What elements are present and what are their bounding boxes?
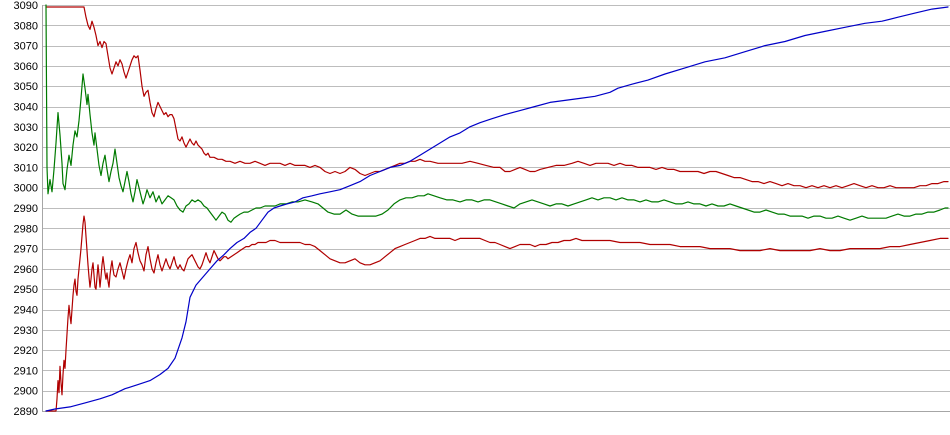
y-tick-label: 3050 (14, 81, 38, 93)
y-tick-label: 3070 (14, 41, 38, 53)
gridlines (42, 5, 950, 412)
y-tick-label: 3030 (14, 122, 38, 134)
y-tick-label: 2940 (14, 305, 38, 317)
y-tick-label: 3040 (14, 102, 38, 114)
y-tick-label: 2990 (14, 203, 38, 215)
y-tick-label: 2970 (14, 244, 38, 256)
y-tick-label: 2910 (14, 365, 38, 377)
y-tick-label: 2980 (14, 223, 38, 235)
y-tick-label: 3080 (14, 20, 38, 32)
y-tick-label: 2930 (14, 325, 38, 337)
series-red-upper-line (45, 6, 949, 189)
y-axis-tick-labels: 3090 3080 3070 3060 3050 3040 3030 3020 3010 3000… (14, 0, 38, 418)
series-green-line (45, 4, 949, 223)
y-tick-label: 2900 (14, 386, 38, 398)
y-tick-label: 3020 (14, 142, 38, 154)
y-tick-label: 2950 (14, 284, 38, 296)
y-tick-label: 3090 (14, 0, 38, 12)
y-tick-label: 2960 (14, 264, 38, 276)
y-tick-label: 3010 (14, 162, 38, 174)
series-red-lower-line (45, 215, 949, 412)
y-tick-label: 3000 (14, 183, 38, 195)
series-blue-line (45, 6, 949, 412)
y-tick-label: 3060 (14, 61, 38, 73)
y-tick-label: 2890 (14, 406, 38, 418)
axis-frame (42, 5, 950, 412)
y-tick-label: 2920 (14, 345, 38, 357)
